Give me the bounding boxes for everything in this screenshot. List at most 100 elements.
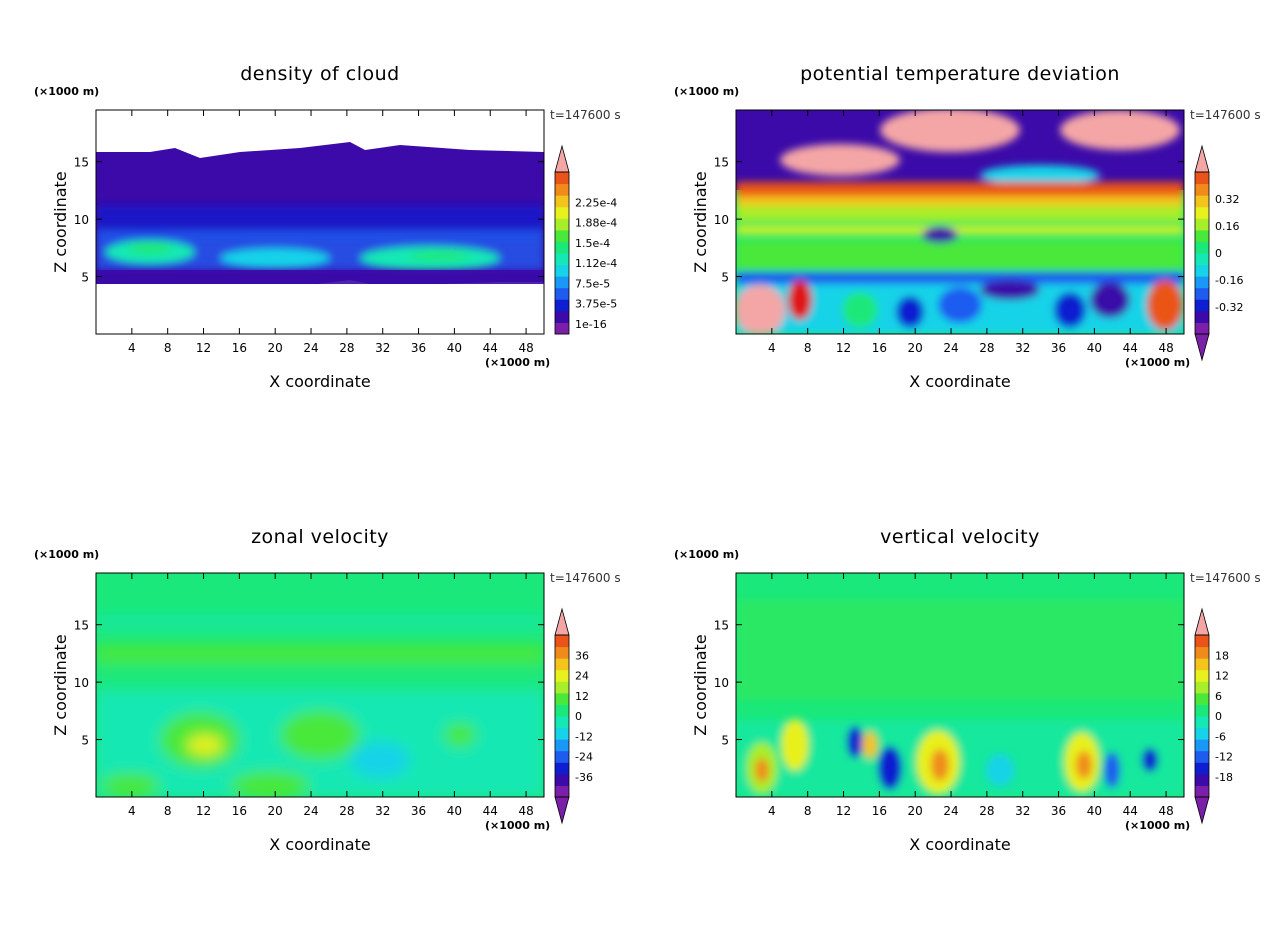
colorbar-swatch (1195, 681, 1209, 694)
y-tick-label: 5 (721, 271, 729, 285)
colorbar-label: 1e-16 (575, 318, 607, 331)
y-axis-label: Z coordinate (691, 171, 710, 272)
y-ticks: 5 10 15 (74, 156, 544, 285)
y-unit-label: (×1000 m) (674, 548, 739, 561)
x-tick-label: 40 (447, 341, 462, 355)
x-tick-label: 4 (128, 341, 136, 355)
chart-title: potential temperature deviation (800, 63, 1120, 85)
colorbar-label: 0.32 (1215, 193, 1240, 206)
colorbar-swatch (1195, 750, 1209, 763)
colorbar-label: 12 (575, 690, 589, 703)
x-tick-label: 8 (804, 804, 812, 818)
x-tick-label: 20 (908, 804, 923, 818)
x-tick-label: 12 (196, 341, 211, 355)
y-unit-label: (×1000 m) (34, 548, 99, 561)
x-tick-label: 12 (196, 804, 211, 818)
colorbar-swatch (1195, 229, 1209, 242)
plot-frame (95, 572, 545, 798)
colorbar-swatch (555, 658, 569, 671)
colorbar-swatch (555, 322, 569, 335)
colorbar-swatch (1195, 739, 1209, 752)
colorbar-swatch (1195, 195, 1209, 208)
colorbar-swatch (1195, 218, 1209, 231)
colorbar-swatch (555, 750, 569, 763)
colorbar-label: -12 (1215, 751, 1233, 764)
x-tick-label: 36 (1051, 804, 1066, 818)
colorbar: -36 -24 -12 0 12 24 36 (554, 607, 593, 825)
x-tick-label: 8 (164, 804, 172, 818)
colorbar-extend-top (1194, 144, 1210, 173)
colorbar-label: 7.5e-5 (575, 277, 610, 290)
x-unit-label: (×1000 m) (1125, 819, 1190, 832)
colorbar-extend-bottom (1194, 796, 1210, 825)
y-tick-label: 10 (714, 676, 729, 690)
colorbar-swatch (1195, 773, 1209, 786)
colorbar-swatch (1195, 785, 1209, 798)
colorbar-swatch (555, 253, 569, 266)
x-tick-label: 40 (447, 804, 462, 818)
colorbar-swatch (1195, 276, 1209, 289)
y-unit-label: (×1000 m) (674, 85, 739, 98)
colorbar-extend-top (1194, 607, 1210, 636)
x-unit-label: (×1000 m) (485, 819, 550, 832)
colorbar-swatch (1195, 762, 1209, 775)
x-ticks: 4 8 12 16 20 24 28 32 36 40 44 48 (768, 573, 1174, 818)
colorbar-frame (554, 171, 570, 335)
x-tick-label: 24 (943, 804, 958, 818)
plot-field (96, 573, 544, 797)
colorbar-label: 1.5e-4 (575, 237, 610, 250)
x-axis-label: X coordinate (909, 835, 1010, 854)
colorbar-extend-bottom (554, 796, 570, 825)
x-tick-label: 48 (518, 804, 533, 818)
x-tick-label: 44 (1123, 804, 1138, 818)
x-axis-label: X coordinate (269, 835, 370, 854)
panel-zonal-velocity: zonal velocity (×1000 m) t=147600 s 4 8 12… (34, 526, 621, 854)
colorbar-label: -12 (575, 730, 593, 743)
plot-field (96, 110, 544, 334)
colorbar-swatch (1195, 692, 1209, 705)
time-label: t=147600 s (1190, 571, 1261, 585)
y-tick-label: 15 (74, 156, 89, 170)
x-unit-label: (×1000 m) (485, 356, 550, 369)
x-tick-label: 40 (1087, 804, 1102, 818)
colorbar-swatch (555, 762, 569, 775)
colorbar-label: 0 (1215, 710, 1222, 723)
colorbar-label: 2.25e-4 (575, 196, 617, 209)
colorbar-extend-top (554, 144, 570, 173)
x-axis-label: X coordinate (269, 372, 370, 391)
panel-potential-temperature-deviation: potential temperature deviation (×1000 m… (674, 63, 1261, 391)
y-tick-label: 5 (81, 734, 89, 748)
colorbar-label: 0 (575, 710, 582, 723)
colorbar-swatch (555, 692, 569, 705)
y-tick-label: 15 (74, 619, 89, 633)
colorbar-label: 18 (1215, 649, 1229, 662)
plot-field (736, 573, 1184, 797)
colorbar-swatch (555, 669, 569, 682)
colorbar-label: -0.16 (1215, 274, 1243, 287)
x-tick-label: 20 (908, 341, 923, 355)
colorbar-label: 24 (575, 670, 589, 683)
colorbar-swatch (555, 264, 569, 277)
chart-title: zonal velocity (251, 526, 389, 548)
x-tick-label: 4 (768, 804, 776, 818)
colorbar-label: 36 (575, 649, 589, 662)
colorbar-label: -6 (1215, 730, 1226, 743)
colorbar-swatch (555, 183, 569, 196)
x-tick-label: 8 (164, 341, 172, 355)
y-ticks: 5 10 15 (714, 619, 1184, 748)
colorbar-swatch (555, 681, 569, 694)
colorbar-swatch (555, 172, 569, 185)
colorbar-swatch (555, 716, 569, 729)
y-axis-label: Z coordinate (51, 634, 70, 735)
y-tick-label: 15 (714, 619, 729, 633)
x-tick-label: 16 (232, 804, 247, 818)
colorbar-label: -24 (575, 751, 593, 764)
x-tick-label: 32 (375, 804, 390, 818)
x-tick-label: 36 (1051, 341, 1066, 355)
colorbar-swatch (1195, 172, 1209, 185)
colorbar-swatch (555, 646, 569, 659)
colorbar-swatch (1195, 287, 1209, 300)
colorbar-frame (554, 634, 570, 798)
x-tick-label: 24 (303, 804, 318, 818)
